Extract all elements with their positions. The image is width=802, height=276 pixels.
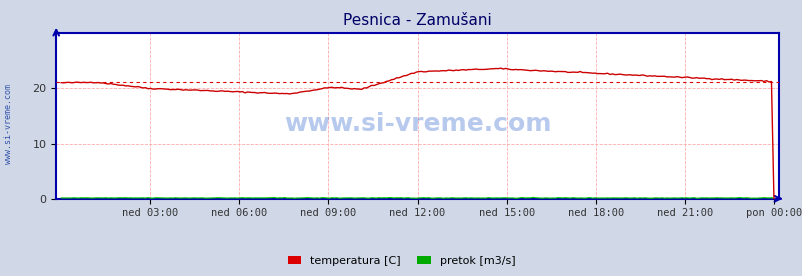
Title: Pesnica - Zamušani: Pesnica - Zamušani: [342, 13, 492, 28]
Text: www.si-vreme.com: www.si-vreme.com: [4, 84, 13, 164]
Legend: temperatura [C], pretok [m3/s]: temperatura [C], pretok [m3/s]: [283, 251, 519, 270]
Text: www.si-vreme.com: www.si-vreme.com: [283, 112, 551, 136]
